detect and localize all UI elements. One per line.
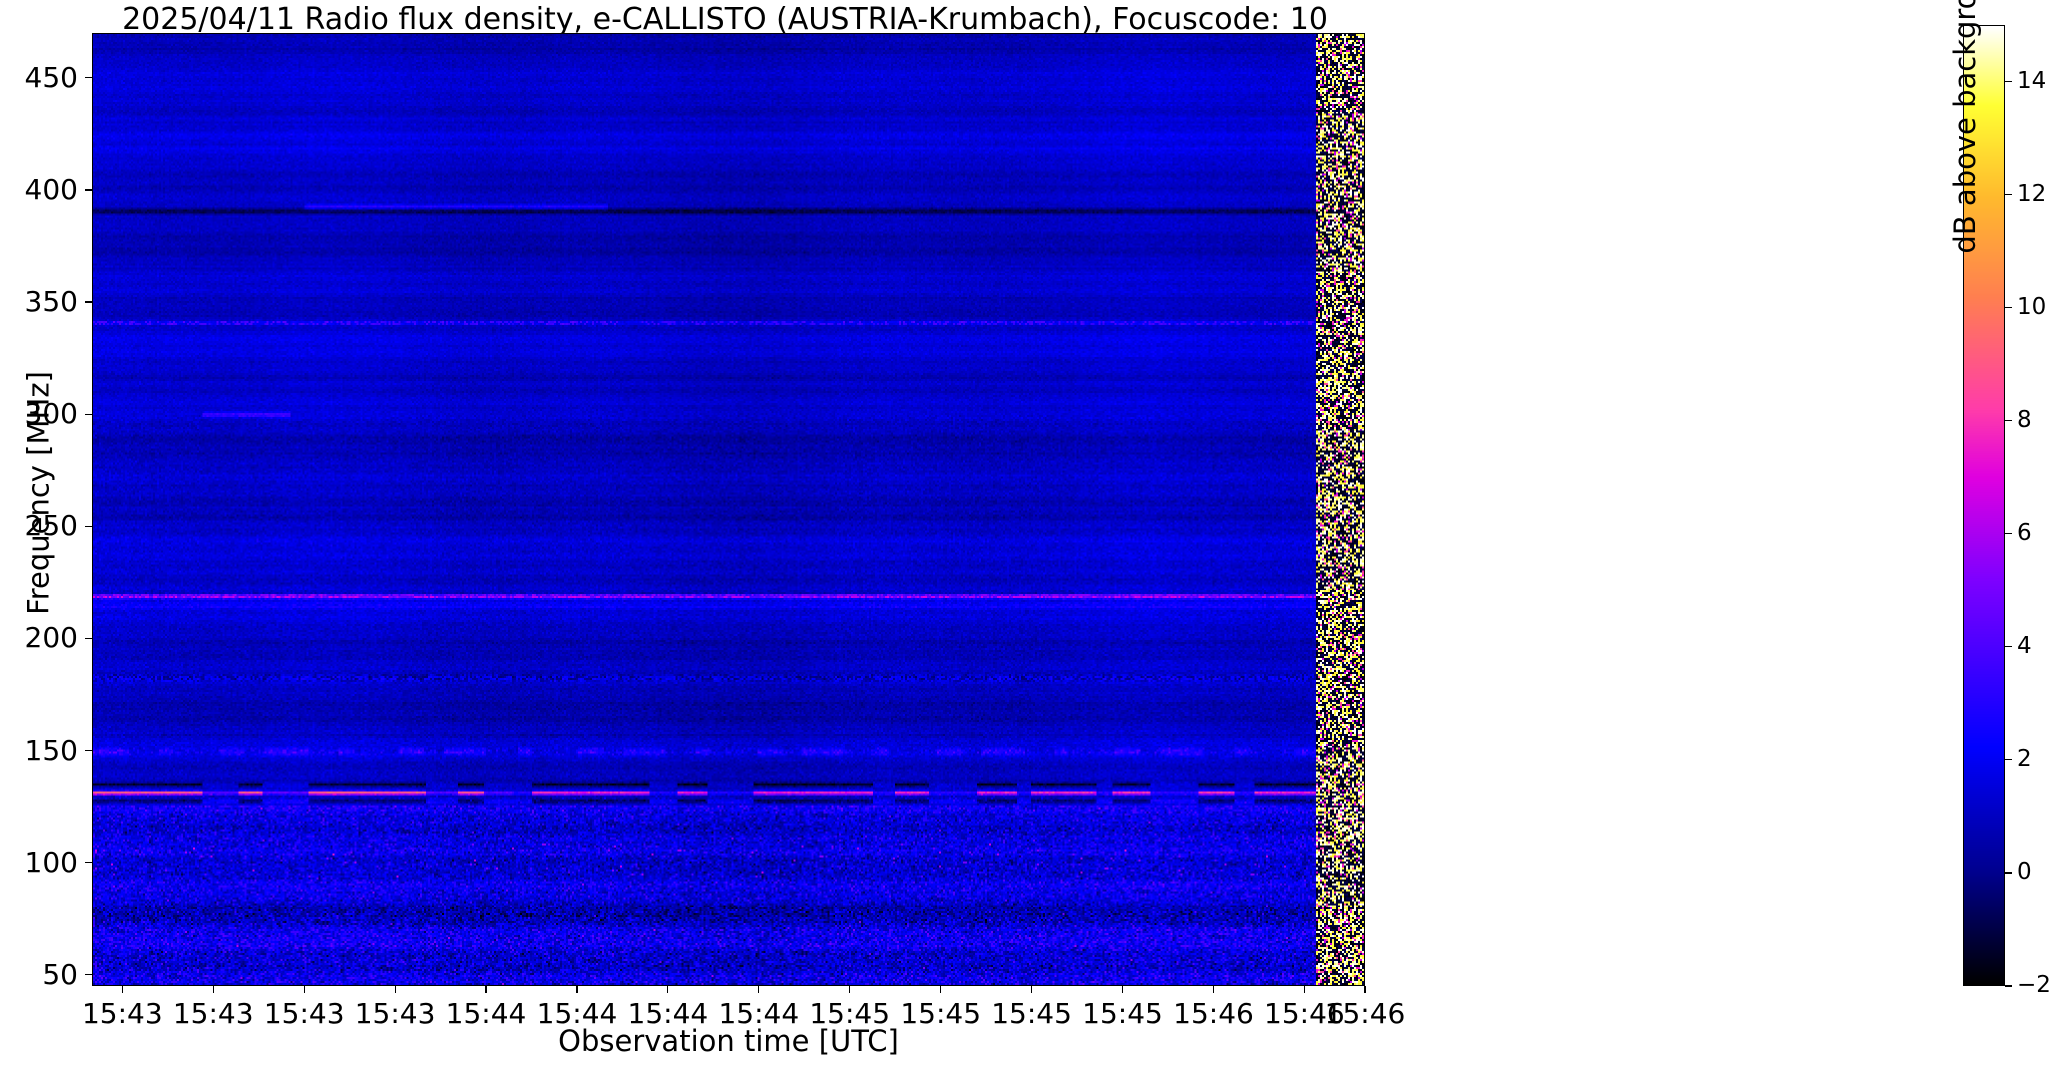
colorbar-tick-mark	[2005, 533, 2012, 535]
x-axis-tick-label: 15:46	[1264, 997, 1345, 1030]
x-axis-tick-mark	[1031, 986, 1033, 993]
x-axis-tick-label: 15:43	[172, 997, 254, 1030]
colorbar-tick-mark	[2005, 646, 2012, 648]
page-title: 2025/04/11 Radio flux density, e-CALLIST…	[122, 2, 1328, 37]
x-axis-tick-mark	[121, 986, 123, 993]
x-axis-tick-label: 15:44	[627, 997, 709, 1030]
x-axis-tick-mark	[758, 986, 760, 993]
x-axis-label: Observation time [UTC]	[558, 1024, 899, 1058]
y-axis-tick-label: 400	[24, 172, 78, 206]
x-axis-tick-mark	[303, 986, 305, 993]
colorbar-tick-mark	[2005, 872, 2012, 874]
x-axis-tick-label: 15:44	[536, 997, 618, 1030]
y-axis-tick-mark	[85, 77, 92, 79]
y-axis-tick-label: 300	[24, 397, 78, 431]
colorbar-tick-label: 6	[2017, 519, 2032, 546]
x-axis-tick-mark	[576, 986, 578, 993]
spectrogram-axes	[92, 33, 1365, 986]
y-axis-tick-mark	[85, 637, 92, 640]
colorbar-tick-label: 8	[2017, 406, 2032, 433]
colorbar-tick-label: 2	[2017, 745, 2032, 772]
x-axis-tick-mark	[1121, 986, 1124, 993]
y-axis-tick-mark	[85, 525, 92, 527]
x-axis-tick-label: 15:45	[991, 997, 1072, 1030]
y-axis-tick-label: 450	[24, 60, 78, 94]
y-axis-tick-label: 100	[24, 845, 78, 879]
x-axis-tick-mark	[394, 986, 396, 993]
x-axis-tick-mark	[1303, 986, 1305, 993]
x-axis-tick-mark	[1212, 986, 1215, 993]
y-axis-tick-label: 200	[24, 621, 78, 655]
colorbar-tick-mark	[2005, 80, 2012, 83]
x-axis-tick-label: 15:44	[718, 997, 800, 1030]
y-axis-tick-mark	[85, 974, 92, 976]
x-axis-tick-label: 15:45	[809, 997, 891, 1030]
x-axis-tick-label: 15:45	[1082, 997, 1163, 1030]
colorbar-tick-mark	[2005, 307, 2012, 309]
colorbar-tick-label: 4	[2017, 632, 2032, 659]
colorbar-tick-mark	[2005, 759, 2012, 761]
colorbar-tick-label: 12	[2017, 180, 2047, 207]
colorbar-tick-label: 10	[2017, 293, 2047, 320]
y-axis-label: Frequency [MHz]	[21, 371, 56, 615]
colorbar-label: dB above background	[1948, 0, 1982, 254]
x-axis-tick-mark	[667, 986, 669, 993]
colorbar	[1963, 25, 2005, 986]
x-axis-tick-label: 15:45	[900, 997, 982, 1030]
y-axis-tick-mark	[85, 413, 92, 415]
colorbar-tick-label: 0	[2017, 858, 2032, 885]
x-axis-tick-mark	[1364, 986, 1366, 993]
colorbar-gradient	[1964, 26, 2004, 985]
y-axis-tick-mark	[85, 749, 92, 752]
x-axis-tick-label: 15:46	[1324, 997, 1406, 1030]
y-axis-tick-label: 250	[24, 509, 78, 543]
x-axis-tick-mark	[940, 986, 942, 993]
colorbar-tick-mark	[2005, 420, 2012, 422]
y-axis-tick-mark	[85, 301, 92, 303]
colorbar-tick-mark	[2005, 193, 2012, 196]
y-axis-tick-label: 150	[24, 733, 78, 767]
y-axis-tick-mark	[85, 189, 92, 191]
colorbar-tick-label: −2	[2017, 972, 2051, 998]
colorbar-tick-label: 14	[2017, 67, 2047, 94]
x-axis-tick-label: 15:46	[1173, 997, 1254, 1030]
x-axis-tick-mark	[849, 986, 851, 993]
x-axis-tick-label: 15:44	[445, 997, 527, 1030]
spectrogram-image	[93, 34, 1364, 985]
x-axis-tick-label: 15:43	[354, 997, 436, 1030]
x-axis-tick-label: 15:43	[263, 997, 345, 1030]
y-axis-tick-mark	[85, 862, 92, 864]
y-axis-tick-label: 350	[24, 285, 78, 319]
x-axis-tick-mark	[485, 986, 487, 993]
colorbar-tick-mark	[2005, 985, 2012, 987]
x-axis-tick-label: 15:43	[81, 997, 163, 1030]
x-axis-tick-mark	[212, 986, 214, 993]
y-axis-tick-label: 50	[42, 957, 78, 991]
